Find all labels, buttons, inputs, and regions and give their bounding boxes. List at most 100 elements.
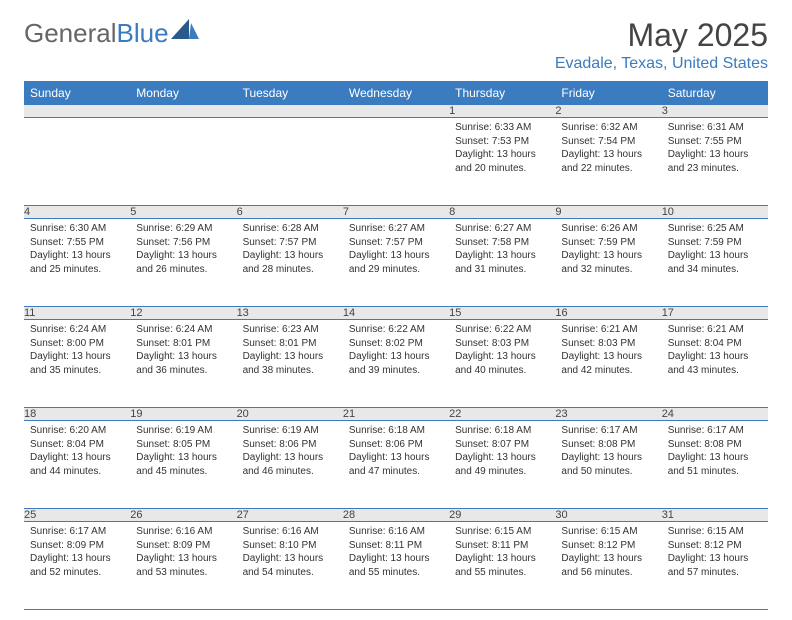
day-cell: Sunrise: 6:17 AMSunset: 8:08 PMDaylight:… <box>555 421 661 509</box>
weekday-header: Friday <box>555 81 661 105</box>
day-cell-body: Sunrise: 6:32 AMSunset: 7:54 PMDaylight:… <box>555 118 661 179</box>
day-cell-body: Sunrise: 6:33 AMSunset: 7:53 PMDaylight:… <box>449 118 555 179</box>
daylight-text: Daylight: 13 hours and 54 minutes. <box>243 552 337 579</box>
day-number-row: 123 <box>24 105 768 118</box>
daylight-text: Daylight: 13 hours and 42 minutes. <box>561 350 655 377</box>
day-number: 26 <box>130 509 236 522</box>
sunset-text: Sunset: 7:57 PM <box>349 236 443 250</box>
day-cell: Sunrise: 6:23 AMSunset: 8:01 PMDaylight:… <box>237 320 343 408</box>
day-cell: Sunrise: 6:15 AMSunset: 8:12 PMDaylight:… <box>662 522 768 610</box>
day-cell: Sunrise: 6:24 AMSunset: 8:00 PMDaylight:… <box>24 320 130 408</box>
sunset-text: Sunset: 7:57 PM <box>243 236 337 250</box>
daylight-text: Daylight: 13 hours and 57 minutes. <box>668 552 762 579</box>
day-cell-body: Sunrise: 6:15 AMSunset: 8:12 PMDaylight:… <box>662 522 768 583</box>
day-cell: Sunrise: 6:28 AMSunset: 7:57 PMDaylight:… <box>237 219 343 307</box>
day-number: 23 <box>555 408 661 421</box>
daylight-text: Daylight: 13 hours and 39 minutes. <box>349 350 443 377</box>
day-cell-body: Sunrise: 6:20 AMSunset: 8:04 PMDaylight:… <box>24 421 130 482</box>
day-cell <box>130 118 236 206</box>
daylight-text: Daylight: 13 hours and 40 minutes. <box>455 350 549 377</box>
day-cell: Sunrise: 6:20 AMSunset: 8:04 PMDaylight:… <box>24 421 130 509</box>
day-number: 8 <box>449 206 555 219</box>
day-cell: Sunrise: 6:15 AMSunset: 8:12 PMDaylight:… <box>555 522 661 610</box>
day-cell: Sunrise: 6:30 AMSunset: 7:55 PMDaylight:… <box>24 219 130 307</box>
day-cell-body: Sunrise: 6:25 AMSunset: 7:59 PMDaylight:… <box>662 219 768 280</box>
daylight-text: Daylight: 13 hours and 43 minutes. <box>668 350 762 377</box>
location-text: Evadale, Texas, United States <box>555 55 768 73</box>
daylight-text: Daylight: 13 hours and 34 minutes. <box>668 249 762 276</box>
daylight-text: Daylight: 13 hours and 35 minutes. <box>30 350 124 377</box>
day-number <box>130 105 236 118</box>
daylight-text: Daylight: 13 hours and 56 minutes. <box>561 552 655 579</box>
day-cell-body: Sunrise: 6:26 AMSunset: 7:59 PMDaylight:… <box>555 219 661 280</box>
sunset-text: Sunset: 7:59 PM <box>668 236 762 250</box>
sunrise-text: Sunrise: 6:25 AM <box>668 222 762 236</box>
day-number: 30 <box>555 509 661 522</box>
sunrise-text: Sunrise: 6:29 AM <box>136 222 230 236</box>
day-number <box>24 105 130 118</box>
sunset-text: Sunset: 7:56 PM <box>136 236 230 250</box>
day-cell <box>24 118 130 206</box>
day-cell: Sunrise: 6:33 AMSunset: 7:53 PMDaylight:… <box>449 118 555 206</box>
day-cell: Sunrise: 6:27 AMSunset: 7:57 PMDaylight:… <box>343 219 449 307</box>
day-number: 20 <box>237 408 343 421</box>
day-number: 1 <box>449 105 555 118</box>
day-number: 11 <box>24 307 130 320</box>
day-cell <box>237 118 343 206</box>
day-cell: Sunrise: 6:31 AMSunset: 7:55 PMDaylight:… <box>662 118 768 206</box>
day-number: 14 <box>343 307 449 320</box>
daylight-text: Daylight: 13 hours and 51 minutes. <box>668 451 762 478</box>
sunrise-text: Sunrise: 6:24 AM <box>30 323 124 337</box>
day-cell: Sunrise: 6:22 AMSunset: 8:02 PMDaylight:… <box>343 320 449 408</box>
sunrise-text: Sunrise: 6:15 AM <box>455 525 549 539</box>
sunset-text: Sunset: 7:55 PM <box>668 135 762 149</box>
sunset-text: Sunset: 8:12 PM <box>561 539 655 553</box>
day-cell-body: Sunrise: 6:21 AMSunset: 8:04 PMDaylight:… <box>662 320 768 381</box>
sunset-text: Sunset: 8:09 PM <box>30 539 124 553</box>
sunset-text: Sunset: 8:03 PM <box>561 337 655 351</box>
day-cell: Sunrise: 6:22 AMSunset: 8:03 PMDaylight:… <box>449 320 555 408</box>
sunset-text: Sunset: 8:08 PM <box>668 438 762 452</box>
sunrise-text: Sunrise: 6:32 AM <box>561 121 655 135</box>
day-cell-body: Sunrise: 6:30 AMSunset: 7:55 PMDaylight:… <box>24 219 130 280</box>
day-cell: Sunrise: 6:18 AMSunset: 8:06 PMDaylight:… <box>343 421 449 509</box>
day-cell: Sunrise: 6:17 AMSunset: 8:08 PMDaylight:… <box>662 421 768 509</box>
header-row: GeneralBlue May 2025 Evadale, Texas, Uni… <box>24 18 768 73</box>
week-row: Sunrise: 6:20 AMSunset: 8:04 PM Daylight:… <box>24 421 768 509</box>
sunrise-text: Sunrise: 6:19 AM <box>243 424 337 438</box>
day-number: 2 <box>555 105 661 118</box>
daylight-text: Daylight: 13 hours and 20 minutes. <box>455 148 549 175</box>
day-cell-body: Sunrise: 6:16 AMSunset: 8:11 PMDaylight:… <box>343 522 449 583</box>
sunset-text: Sunset: 8:02 PM <box>349 337 443 351</box>
day-cell-body: Sunrise: 6:19 AMSunset: 8:06 PMDaylight:… <box>237 421 343 482</box>
daylight-text: Daylight: 13 hours and 53 minutes. <box>136 552 230 579</box>
daylight-text: Daylight: 13 hours and 26 minutes. <box>136 249 230 276</box>
week-row: Sunrise: 6:24 AMSunset: 8:00 PMDaylight:… <box>24 320 768 408</box>
sunset-text: Sunset: 8:01 PM <box>243 337 337 351</box>
sunrise-text: Sunrise: 6:20 AM <box>30 424 124 438</box>
sunrise-text: Sunrise: 6:22 AM <box>349 323 443 337</box>
day-cell <box>343 118 449 206</box>
sunset-text: Sunset: 8:04 PM <box>30 438 124 452</box>
sunrise-text: Sunrise: 6:23 AM <box>243 323 337 337</box>
sunset-text: Sunset: 8:05 PM <box>136 438 230 452</box>
sunrise-text: Sunrise: 6:16 AM <box>136 525 230 539</box>
sunrise-text: Sunrise: 6:27 AM <box>455 222 549 236</box>
day-cell: Sunrise: 6:16 AMSunset: 8:10 PMDaylight:… <box>237 522 343 610</box>
sunrise-text: Sunrise: 6:30 AM <box>30 222 124 236</box>
brand-part1: General <box>24 18 117 49</box>
day-number: 19 <box>130 408 236 421</box>
daylight-text: Daylight: 13 hours and 22 minutes. <box>561 148 655 175</box>
day-cell-body: Sunrise: 6:31 AMSunset: 7:55 PMDaylight:… <box>662 118 768 179</box>
day-cell-body: Sunrise: 6:24 AMSunset: 8:01 PMDaylight:… <box>130 320 236 381</box>
day-number: 18 <box>24 408 130 421</box>
daylight-text: Daylight: 13 hours and 55 minutes. <box>349 552 443 579</box>
day-number: 9 <box>555 206 661 219</box>
day-cell-body: Sunrise: 6:29 AMSunset: 7:56 PMDaylight:… <box>130 219 236 280</box>
day-cell-body: Sunrise: 6:21 AMSunset: 8:03 PMDaylight:… <box>555 320 661 381</box>
day-cell: Sunrise: 6:18 AMSunset: 8:07 PMDaylight:… <box>449 421 555 509</box>
sunrise-text: Sunrise: 6:22 AM <box>455 323 549 337</box>
day-number <box>343 105 449 118</box>
daylight-text: Daylight: 13 hours and 45 minutes. <box>136 451 230 478</box>
day-number: 28 <box>343 509 449 522</box>
